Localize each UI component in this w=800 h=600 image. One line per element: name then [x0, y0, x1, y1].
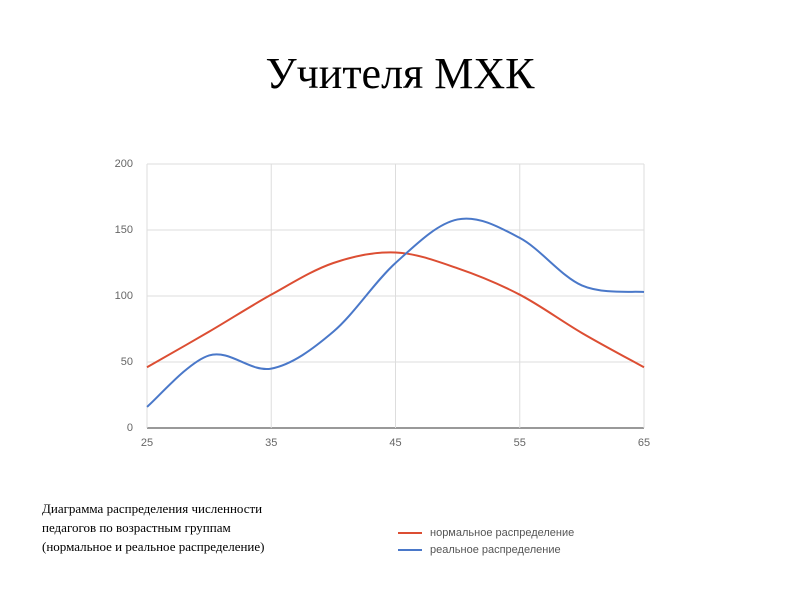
x-tick-label: 45: [389, 437, 401, 449]
x-tick-label: 55: [514, 437, 526, 449]
x-tick-label: 35: [265, 437, 277, 449]
caption: педагогов по возрастным группам: [42, 520, 231, 535]
caption: Диаграмма распределения численности: [42, 501, 262, 516]
legend-label: нормальное распределение: [430, 527, 574, 539]
chart-title: Учителя МХК: [265, 49, 535, 98]
y-tick-label: 100: [115, 290, 133, 302]
caption: (нормальное и реальное распределение): [42, 539, 265, 554]
legend-label: реальное распределение: [430, 544, 561, 556]
y-tick-label: 150: [115, 224, 133, 236]
series-line: [146, 217, 645, 408]
x-tick-label: 65: [638, 437, 650, 449]
y-tick-label: 50: [121, 356, 133, 368]
series-line: [146, 251, 645, 369]
y-tick-label: 0: [127, 422, 133, 434]
x-tick-label: 25: [141, 437, 153, 449]
y-tick-label: 200: [115, 158, 133, 170]
